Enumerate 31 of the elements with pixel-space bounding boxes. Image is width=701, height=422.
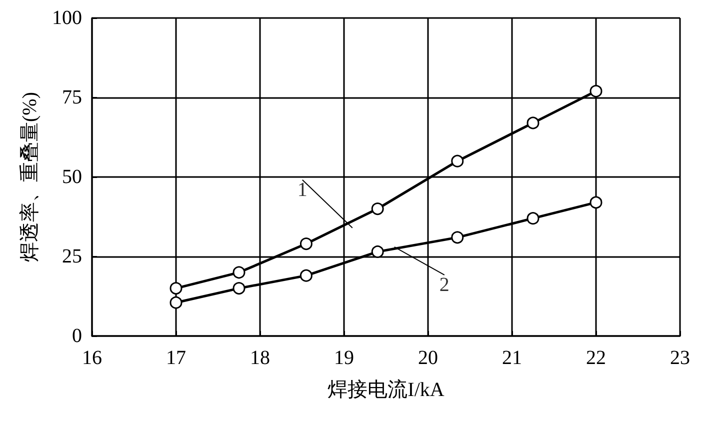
x-tick-label: 23	[670, 347, 690, 369]
x-tick-label: 22	[586, 347, 606, 369]
annotation: 2	[439, 274, 450, 296]
point	[451, 231, 464, 244]
point	[371, 202, 384, 216]
y-tick-label: 75	[62, 86, 82, 108]
point	[170, 296, 182, 309]
x-tick-label: 21	[502, 347, 522, 369]
point	[590, 196, 602, 209]
point	[451, 154, 464, 168]
y-tick-label: 25	[62, 246, 82, 268]
x-axis-title: 焊接电流I/kA	[328, 379, 445, 401]
x-tick-label: 18	[250, 347, 270, 369]
point	[300, 269, 312, 282]
y-axis-title: 焊透率、重叠量(%)	[19, 92, 41, 262]
point	[170, 282, 182, 295]
y-tick-label: 100	[52, 7, 82, 29]
x-tick-label: 17	[166, 347, 186, 369]
point	[590, 84, 602, 98]
y-tick-label: 0	[72, 325, 82, 347]
x-tick-label: 19	[334, 347, 354, 369]
point	[526, 212, 540, 225]
y-tick-label: 50	[62, 166, 82, 188]
x-tick-label: 16	[82, 347, 102, 369]
point	[232, 282, 246, 295]
point	[371, 245, 384, 258]
point	[300, 238, 312, 250]
point	[526, 116, 540, 130]
annotation: 1	[297, 178, 308, 201]
x-tick-label: 20	[418, 347, 438, 369]
point	[232, 266, 246, 279]
